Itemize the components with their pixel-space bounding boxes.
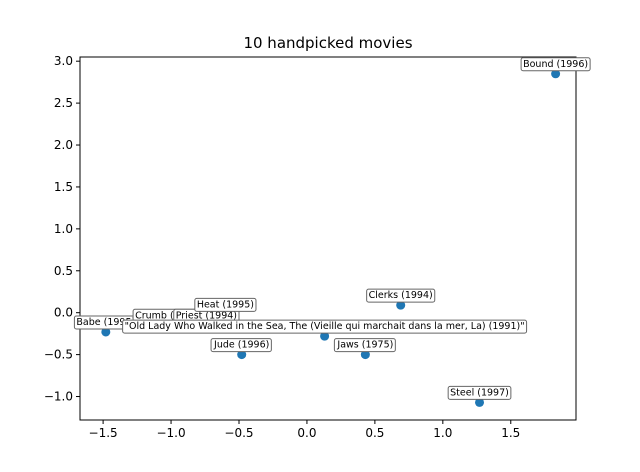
data-point	[360, 350, 370, 360]
data-point	[551, 69, 561, 79]
data-point	[101, 327, 111, 337]
annotation-box	[366, 288, 436, 303]
plot-area	[79, 56, 577, 421]
y-tick-label: 1.5	[54, 180, 73, 194]
annotation-label: Steel (1997)	[450, 387, 509, 398]
data-point	[237, 350, 247, 360]
annotation-label: Babe (1995)	[76, 317, 135, 328]
x-tick-label: 0.0	[297, 426, 316, 440]
point-annotation: Jaws (1975)	[333, 338, 396, 353]
data-point	[475, 397, 485, 407]
y-tick-label: 0.5	[54, 264, 73, 278]
x-tick-label: −1.5	[89, 426, 118, 440]
point-annotation: Heat (1995)	[194, 297, 257, 312]
y-tick-label: 2.0	[54, 138, 73, 152]
annotation-box	[447, 385, 512, 400]
x-tick-label: 1.5	[501, 426, 520, 440]
annotation-label: Jaws (1975)	[336, 340, 393, 351]
data-point	[320, 331, 330, 341]
chart-title: 10 handpicked movies	[243, 34, 412, 52]
annotation-label: "Old Lady Who Walked in the Sea, The (Vi…	[125, 321, 525, 332]
data-points	[101, 69, 561, 407]
annotation-box	[122, 319, 528, 334]
y-tick-label: 3.0	[54, 54, 73, 68]
point-annotation: "Old Lady Who Walked in the Sea, The (Vi…	[122, 319, 528, 334]
annotation-box	[194, 297, 257, 312]
annotation-box	[520, 57, 591, 72]
point-annotations: Babe (1995)Crumb (1994)Priest (1994)Heat…	[73, 57, 591, 400]
annotation-box	[210, 338, 272, 353]
y-tick-label: −0.5	[44, 348, 73, 362]
x-tick-label: 1.0	[433, 426, 452, 440]
y-tick-label: 1.0	[54, 222, 73, 236]
point-annotation: Steel (1997)	[447, 385, 512, 400]
point-annotation: Bound (1996)	[520, 57, 591, 72]
y-tick-label: −1.0	[44, 390, 73, 404]
x-tick-label: −0.5	[224, 426, 253, 440]
axis-ticks: −1.5 −1.0 −0.5 0.0 0.5 1.0 1.5 −1.0 −0.5 0.0 0.5 1.…	[44, 54, 520, 440]
annotation-label: Clerks (1994)	[369, 290, 433, 301]
annotation-label: Bound (1996)	[523, 59, 588, 70]
x-tick-label: −1.0	[156, 426, 185, 440]
annotation-label: Priest (1994)	[176, 310, 237, 321]
data-point	[396, 300, 406, 310]
annotation-label: Jude (1996)	[213, 340, 269, 351]
annotation-label: Crumb (1994)	[135, 310, 201, 321]
annotation-box	[333, 338, 396, 353]
x-tick-label: 0.5	[365, 426, 384, 440]
point-annotation: Clerks (1994)	[366, 288, 436, 303]
y-tick-label: 2.5	[54, 96, 73, 110]
annotation-label: Heat (1995)	[197, 299, 254, 310]
y-tick-label: 0.0	[54, 306, 73, 320]
point-annotation: Jude (1996)	[210, 338, 272, 353]
